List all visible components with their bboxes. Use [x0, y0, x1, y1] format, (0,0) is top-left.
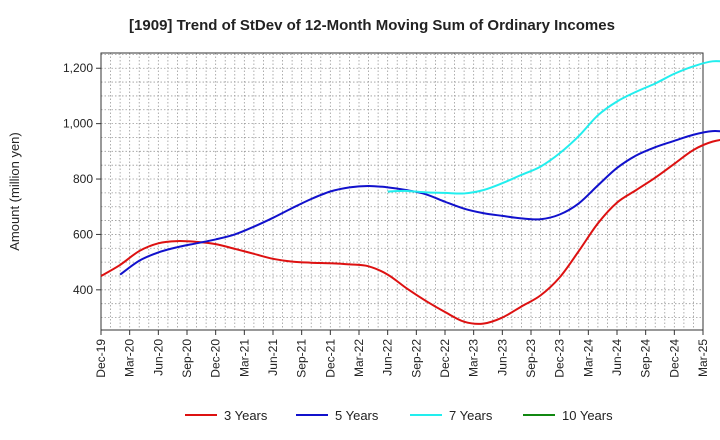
series-line-3-years: [100, 138, 720, 325]
y-tick-label: 1,200: [63, 61, 93, 75]
x-tick-label: Sep-24: [639, 339, 653, 378]
x-tick-label: Jun-23: [495, 339, 509, 376]
x-tick-label: Jun-20: [151, 339, 165, 376]
x-tick-label: Mar-24: [581, 339, 595, 377]
legend-label: 5 Years: [335, 408, 379, 423]
legend-label: 10 Years: [562, 408, 613, 423]
x-tick-label: Mar-22: [352, 339, 366, 377]
plot-frame: [100, 52, 704, 331]
x-tick-label: Mar-21: [237, 339, 251, 377]
x-tick-label: Dec-23: [553, 339, 567, 378]
x-tick-label: Dec-20: [209, 339, 223, 378]
x-tick-label: Jun-24: [610, 339, 624, 376]
y-tick-label: 600: [73, 227, 93, 241]
series-lines: [100, 60, 720, 325]
y-tick-label: 800: [73, 172, 93, 186]
x-axis: Dec-19 Mar-20 Jun-20 Sep-20 Dec-20 Mar-21 Jun-…: [94, 330, 710, 378]
y-axis: 400 600 800 1,000 1,200: [63, 61, 101, 297]
x-tick-label: Dec-19: [94, 339, 108, 378]
series-line-7-years: [387, 60, 720, 195]
x-tick-label: Sep-23: [524, 339, 538, 378]
y-axis-label: Amount (million yen): [7, 132, 22, 251]
x-tick-label: Jun-21: [266, 339, 280, 376]
legend: 3 Years 5 Years 7 Years 10 Years: [185, 408, 613, 423]
x-tick-label: Jun-22: [381, 339, 395, 376]
chart-title: [1909] Trend of StDev of 12-Month Moving…: [129, 17, 615, 34]
x-tick-label: Mar-23: [467, 339, 481, 377]
x-tick-label: Dec-24: [667, 339, 681, 378]
x-tick-label: Dec-21: [323, 339, 337, 378]
grid: [101, 53, 703, 330]
x-tick-label: Mar-20: [123, 339, 137, 377]
x-tick-label: Sep-22: [409, 339, 423, 378]
y-tick-label: 1,000: [63, 117, 93, 131]
y-tick-label: 400: [73, 283, 93, 297]
x-tick-label: Dec-22: [438, 339, 452, 378]
x-tick-label: Sep-21: [295, 339, 309, 378]
x-tick-label: Sep-20: [180, 339, 194, 378]
x-tick-label: Mar-25: [696, 339, 710, 377]
series-line-5-years: [119, 130, 720, 276]
legend-label: 7 Years: [449, 408, 493, 423]
legend-label: 3 Years: [224, 408, 268, 423]
